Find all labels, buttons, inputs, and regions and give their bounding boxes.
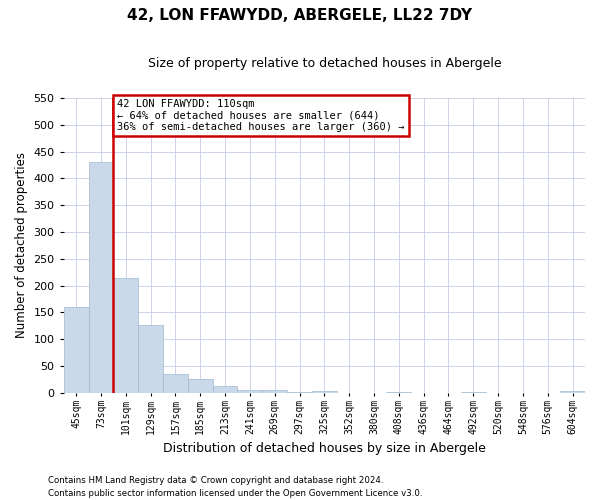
Bar — [312, 392, 337, 393]
Bar — [89, 162, 113, 393]
Title: Size of property relative to detached houses in Abergele: Size of property relative to detached ho… — [148, 58, 501, 70]
Text: 42 LON FFAWYDD: 110sqm
← 64% of detached houses are smaller (644)
36% of semi-de: 42 LON FFAWYDD: 110sqm ← 64% of detached… — [117, 99, 404, 132]
Bar — [113, 278, 138, 393]
Bar — [212, 386, 238, 393]
Bar — [188, 380, 212, 393]
Bar — [287, 392, 312, 393]
Bar — [386, 392, 411, 393]
Bar — [262, 390, 287, 393]
Bar — [560, 392, 585, 393]
Text: 42, LON FFAWYDD, ABERGELE, LL22 7DY: 42, LON FFAWYDD, ABERGELE, LL22 7DY — [127, 8, 473, 22]
Bar — [163, 374, 188, 393]
Bar — [238, 390, 262, 393]
Y-axis label: Number of detached properties: Number of detached properties — [15, 152, 28, 338]
Text: Contains HM Land Registry data © Crown copyright and database right 2024.
Contai: Contains HM Land Registry data © Crown c… — [48, 476, 422, 498]
X-axis label: Distribution of detached houses by size in Abergele: Distribution of detached houses by size … — [163, 442, 486, 455]
Bar — [138, 325, 163, 393]
Bar — [64, 307, 89, 393]
Bar — [461, 392, 486, 393]
